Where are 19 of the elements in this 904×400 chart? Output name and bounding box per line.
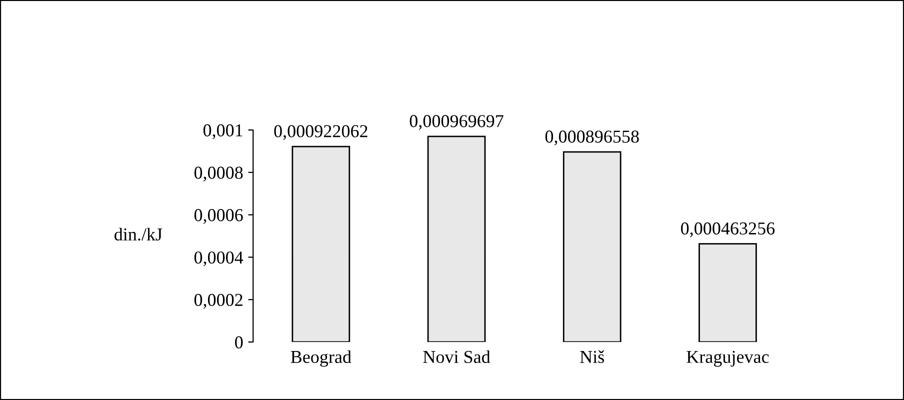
data-label: 0,000969697 — [410, 115, 504, 130]
data-label: 0,000463256 — [681, 222, 775, 238]
y-tick-label: 0 — [235, 336, 243, 348]
y-tick-label: 0,0008 — [194, 166, 243, 182]
bar — [562, 151, 622, 342]
x-tick-label: Kragujevac — [686, 350, 769, 367]
y-tick-label: 0,0006 — [194, 209, 243, 224]
data-label: 0,000896558 — [545, 130, 639, 146]
bar — [698, 243, 757, 342]
y-tick-label: 0,0004 — [194, 251, 244, 266]
x-tick-label: Niš — [580, 350, 604, 364]
y-tick-label: 0,0002 — [194, 294, 242, 309]
bar — [427, 136, 486, 342]
data-label: 0,000922062 — [274, 125, 368, 140]
y-axis-title: din./kJ — [114, 228, 162, 241]
bar — [292, 146, 350, 342]
x-tick-label: Novi Sad — [423, 350, 490, 364]
x-tick-label: Beograd — [290, 350, 352, 367]
y-tick-label: 0,001 — [203, 124, 242, 140]
